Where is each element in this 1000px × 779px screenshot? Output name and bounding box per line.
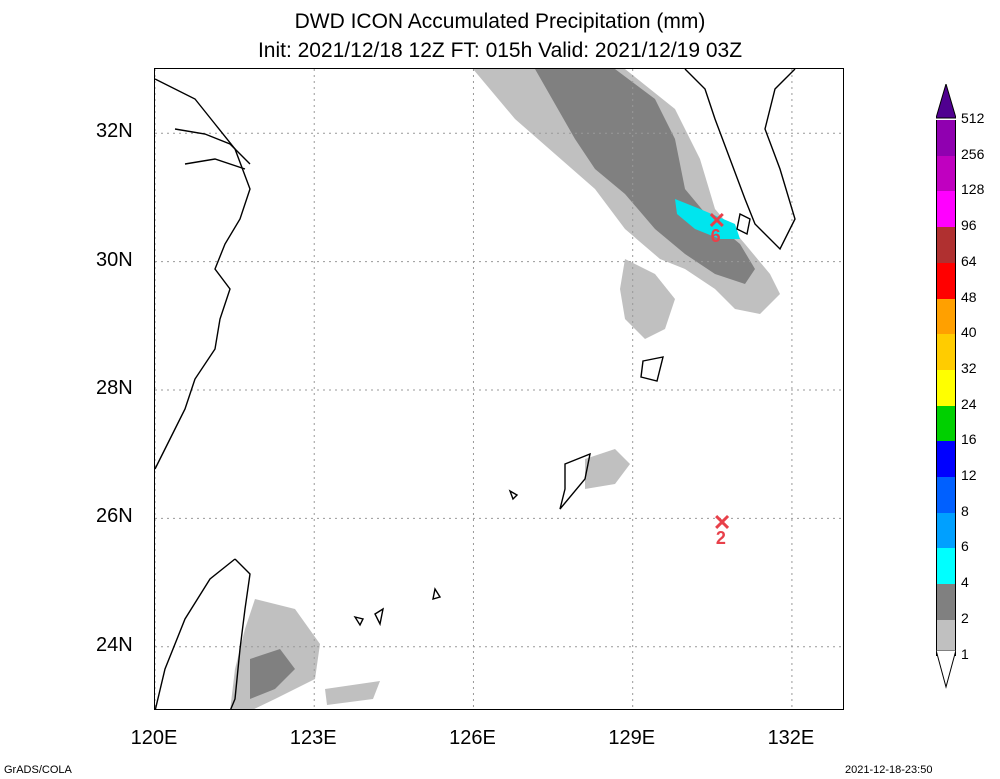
max-marker-label: 6	[710, 226, 721, 247]
colorbar-top-arrow	[936, 84, 956, 119]
precip-area-mid-light	[620, 259, 675, 339]
footer-right: 2021-12-18-23:50	[845, 764, 933, 776]
colorbar-segment	[936, 477, 956, 514]
map-panel	[154, 68, 844, 710]
colorbar-label: 256	[961, 145, 985, 162]
colorbar-segment	[936, 298, 956, 336]
max-marker-cross-icon: ✕	[712, 509, 732, 535]
coastline-yangtze	[174, 128, 251, 170]
x-tick-label: 126E	[449, 727, 496, 749]
y-tick-label: 30N	[96, 248, 133, 271]
max-marker-label: 2	[715, 527, 726, 548]
colorbar-bottom-arrow	[936, 650, 956, 689]
colorbar-segment	[936, 548, 956, 586]
y-tick-label: 24N	[96, 633, 133, 656]
colorbar-segment	[936, 155, 956, 193]
colorbar-segment	[936, 441, 956, 478]
colorbar-label: 12	[961, 467, 977, 483]
colorbar-label: 32	[961, 359, 977, 376]
precip-area-cyan	[675, 199, 740, 239]
precip-shading	[230, 69, 780, 709]
coastline-amami	[640, 356, 664, 382]
chart-subtitle: Init: 2021/12/18 12Z FT: 015h Valid: 202…	[257, 39, 743, 62]
colorbar-label: 64	[961, 252, 977, 269]
x-tick-label: 120E	[130, 727, 178, 749]
precip-area-south-light	[585, 449, 630, 489]
precip-area-north-dark	[535, 69, 755, 284]
colorbar-label: 8	[961, 502, 969, 519]
colorbar-label: 16	[961, 431, 977, 448]
colorbar-label: 2	[961, 609, 969, 626]
colorbar-label: 128	[961, 181, 985, 198]
x-tick-label: 123E	[289, 727, 337, 749]
colorbar-segment	[936, 191, 956, 229]
colorbar-segment	[936, 334, 956, 371]
precip-area-east-small	[325, 681, 380, 705]
colorbar-label: 40	[961, 324, 977, 341]
coastline-okinawa	[559, 452, 591, 510]
colorbar-label: 1	[961, 645, 969, 662]
colorbar-segment	[936, 120, 956, 157]
y-tick-label: 26N	[96, 505, 133, 528]
x-tick-label: 129E	[608, 727, 656, 749]
colorbar-label: 24	[961, 395, 977, 412]
coastline-taiwan	[155, 558, 251, 709]
colorbar-label: 6	[961, 538, 969, 555]
colorbar-label: 96	[961, 217, 977, 234]
coastline-china	[155, 78, 251, 470]
y-tick-label: 28N	[96, 377, 133, 399]
x-tick-label: 132E	[767, 727, 815, 749]
colorbar-segment	[936, 369, 956, 407]
footer-left: GrADS/COLA	[4, 764, 72, 776]
precipitation-map	[155, 69, 843, 709]
coastline-ryukyu-small	[353, 489, 519, 627]
graticule	[155, 69, 843, 709]
colorbar-label: 512	[961, 110, 985, 126]
chart-title: DWD ICON Accumulated Precipitation (mm)	[294, 10, 706, 33]
colorbar-segment	[936, 227, 956, 264]
max-marker-cross-icon: ✕	[707, 208, 727, 234]
y-tick-label: 32N	[96, 120, 133, 143]
colorbar-label: 48	[961, 288, 977, 305]
precip-area-taiwan-dark	[250, 649, 295, 699]
coastlines	[155, 69, 796, 709]
colorbar-label: 4	[961, 574, 969, 591]
coastline-japan	[684, 69, 796, 251]
colorbar-segment	[936, 584, 956, 621]
coastline-kyushu-islands	[736, 212, 751, 236]
colorbar-segment	[936, 405, 956, 443]
colorbar-segment	[936, 619, 956, 657]
colorbar-segment	[936, 512, 956, 550]
colorbar-segment	[936, 262, 956, 300]
